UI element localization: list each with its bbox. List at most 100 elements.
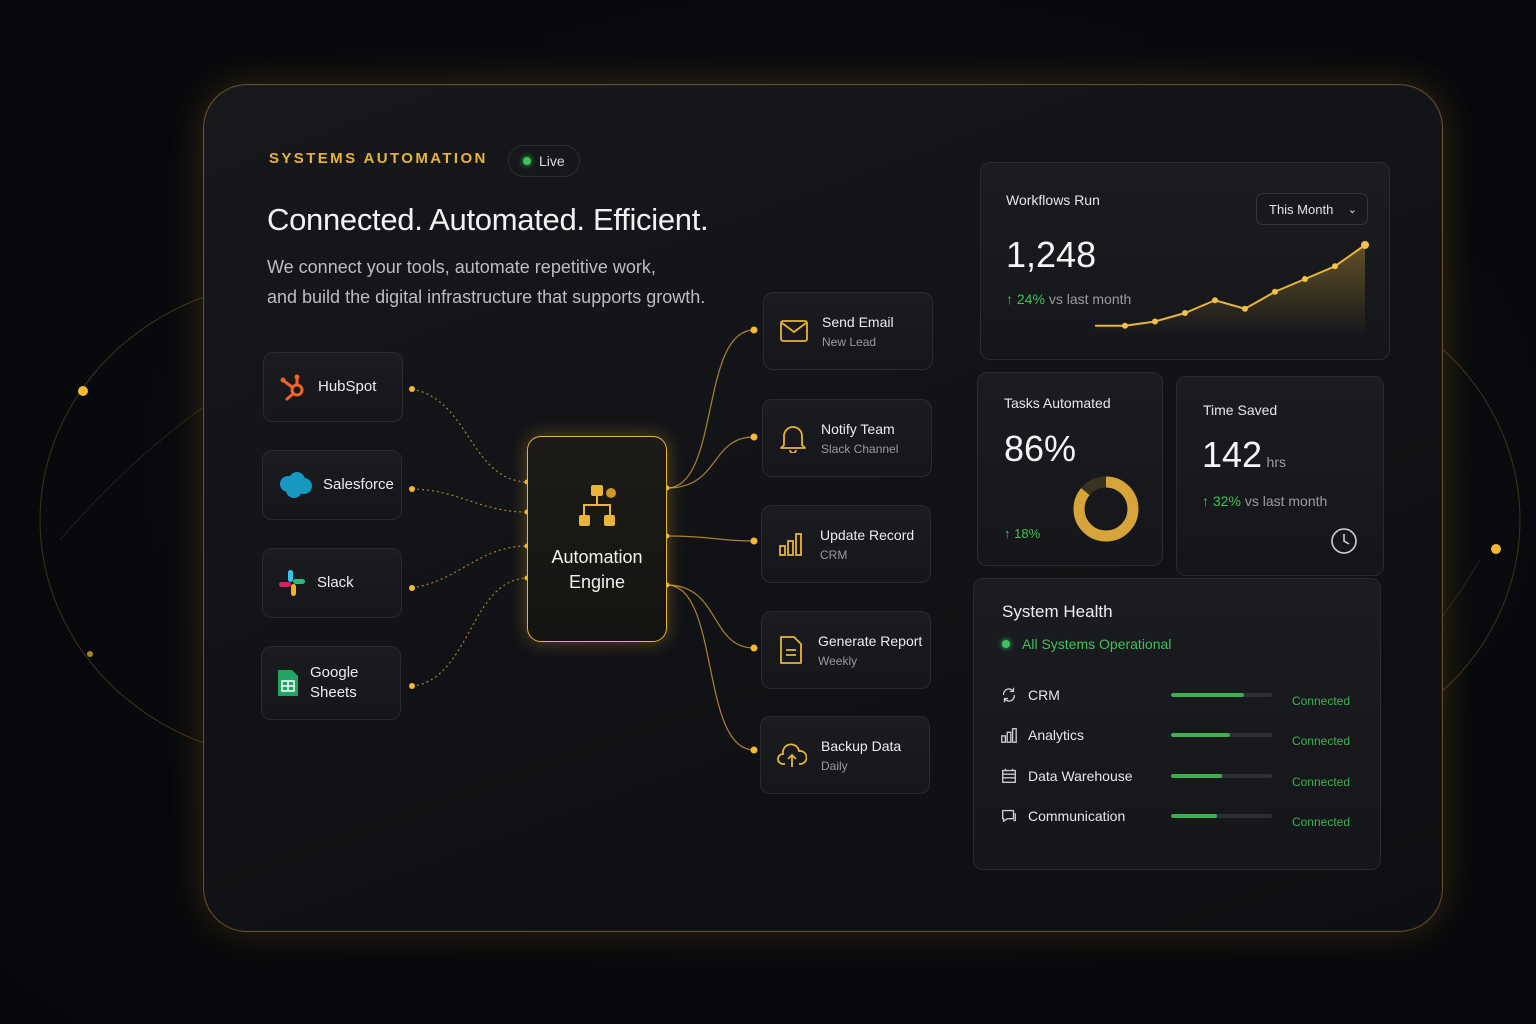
action-subtitle: Daily <box>821 758 848 773</box>
cloud-upload-icon <box>777 743 807 767</box>
action-subtitle: CRM <box>820 547 848 562</box>
engine-label-line-1: Automation <box>551 547 643 567</box>
source-label-line-1: Google <box>310 664 359 681</box>
engine-label: Automation Engine <box>551 545 642 595</box>
action-subtitle: New Lead <box>822 334 877 349</box>
health-row-crm[interactable]: CRM Connected <box>1000 682 1350 708</box>
page-title: Connected. Automated. Efficient. <box>267 202 709 237</box>
source-label-line-2: Sheets <box>310 684 357 701</box>
health-row-data-warehouse[interactable]: Data Warehouse Connected <box>1000 763 1350 789</box>
health-name: CRM <box>1027 687 1060 703</box>
status-dot-icon <box>1002 640 1010 648</box>
health-bar <box>1171 774 1272 778</box>
tasks-change: ↑ 18% <box>1004 526 1041 541</box>
health-row-analytics[interactable]: Analytics Connected <box>1000 722 1350 748</box>
tasks-donut-chart <box>1073 476 1139 542</box>
tasks-automated-card <box>977 372 1163 566</box>
system-status: All Systems Operational <box>1002 636 1171 652</box>
system-status-label: All Systems Operational <box>1022 636 1172 652</box>
database-icon <box>1002 768 1016 783</box>
health-name: Analytics <box>1027 727 1085 743</box>
action-generate-report[interactable]: Generate Report Weekly <box>761 611 931 689</box>
tasks-title: Tasks Automated <box>1004 395 1111 411</box>
source-label: HubSpot <box>318 378 377 395</box>
analytics-icon <box>1001 728 1017 743</box>
action-title: Notify Team <box>821 420 895 437</box>
health-bar-fill <box>1171 774 1222 778</box>
source-slack[interactable]: Slack <box>262 548 402 618</box>
bell-icon <box>780 426 806 453</box>
health-bar <box>1171 733 1272 737</box>
chart-point <box>1212 297 1218 304</box>
source-label: Slack <box>317 574 354 591</box>
action-subtitle: Slack Channel <box>821 441 899 456</box>
live-dot-icon <box>523 157 531 165</box>
time-saved-unit: hrs <box>1266 454 1286 470</box>
health-name: Data Warehouse <box>1027 768 1133 784</box>
automation-engine-node[interactable]: Automation Engine <box>527 436 667 642</box>
period-label: This Month <box>1269 201 1334 217</box>
source-salesforce[interactable]: Salesforce <box>262 450 402 520</box>
change-suffix: vs last month <box>1244 493 1328 509</box>
chart-line <box>1095 244 1366 327</box>
health-name: Communication <box>1027 808 1126 824</box>
health-row-communication[interactable]: Communication Connected <box>1000 803 1350 829</box>
chat-icon <box>1002 809 1016 823</box>
chart-point <box>1302 276 1308 282</box>
health-status: Connected <box>1291 694 1350 708</box>
subtitle-line-2: and build the digital infrastructure tha… <box>267 287 706 307</box>
action-title: Update Record <box>820 526 915 543</box>
google-sheets-icon <box>278 670 298 696</box>
chart-point <box>1122 322 1128 329</box>
page-subtitle: We connect your tools, automate repetiti… <box>267 252 707 312</box>
health-status: Connected <box>1291 734 1350 748</box>
action-subtitle: Weekly <box>818 653 858 668</box>
system-health-title: System Health <box>1002 602 1113 621</box>
action-update-record[interactable]: Update Record CRM <box>761 505 931 583</box>
live-label: Live <box>539 153 565 169</box>
source-hubspot[interactable]: HubSpot <box>263 352 403 422</box>
hubspot-icon <box>280 374 304 401</box>
subtitle-line-1: We connect your tools, automate repetiti… <box>267 257 656 277</box>
health-status: Connected <box>1291 815 1350 829</box>
chart-point <box>1242 305 1248 312</box>
time-saved-value: 142 <box>1202 434 1263 475</box>
workflows-change: ↑ 24% vs last month <box>1006 291 1131 307</box>
time-saved-change: ↑ 32% vs last month <box>1202 493 1327 509</box>
change-percent: ↑ 24% <box>1006 291 1045 307</box>
workflows-line-chart <box>1095 241 1369 335</box>
period-dropdown[interactable]: This Month ⌄ <box>1256 193 1368 225</box>
time-saved-value-group: 142 hrs <box>1202 434 1286 476</box>
action-title: Generate Report <box>818 632 923 649</box>
source-google-sheets[interactable]: Google Sheets <box>261 646 401 720</box>
time-saved-title: Time Saved <box>1203 402 1278 418</box>
system-health-card <box>973 578 1381 870</box>
chart-point <box>1182 310 1188 316</box>
chart-area <box>1095 245 1365 335</box>
health-bar-fill <box>1171 693 1244 697</box>
workflows-title: Workflows Run <box>1006 192 1100 208</box>
change-suffix: vs last month <box>1048 291 1132 307</box>
document-icon <box>780 636 802 664</box>
orbit-glow-dot <box>1491 544 1501 554</box>
action-notify-team[interactable]: Notify Team Slack Channel <box>762 399 932 477</box>
action-backup-data[interactable]: Backup Data Daily <box>760 716 930 794</box>
engine-label-line-2: Engine <box>568 572 626 592</box>
orbit-glow-dot <box>87 651 93 657</box>
live-status-badge: Live <box>508 145 580 177</box>
chart-point <box>1152 318 1158 325</box>
action-title: Backup Data <box>821 737 902 754</box>
health-bar <box>1171 814 1272 818</box>
time-saved-card <box>1176 376 1384 576</box>
chart-point <box>1272 288 1278 295</box>
bar-chart-icon <box>779 533 802 556</box>
chart-point <box>1332 263 1338 270</box>
action-send-email[interactable]: Send Email New Lead <box>763 292 933 370</box>
tasks-value: 86% <box>1004 428 1077 469</box>
change-percent: ↑ 32% <box>1202 493 1241 509</box>
health-status: Connected <box>1291 775 1350 789</box>
orbit-glow-dot <box>78 386 88 396</box>
action-title: Send Email <box>822 313 894 330</box>
hierarchy-icon <box>579 485 616 526</box>
slack-icon <box>279 570 305 596</box>
